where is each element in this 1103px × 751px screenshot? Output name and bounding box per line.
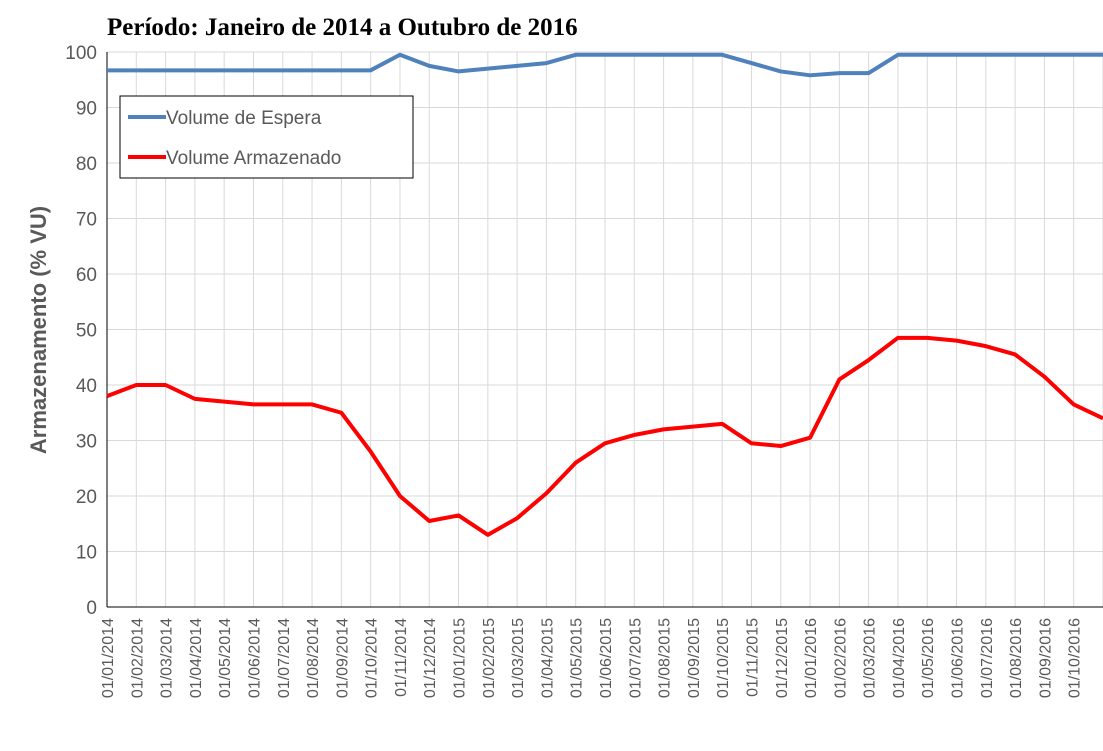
y-tick-label: 80 <box>76 154 97 175</box>
y-tick-label: 60 <box>76 265 97 286</box>
x-tick-label: 01/12/2015 <box>774 618 791 698</box>
x-tick-label: 01/12/2014 <box>422 618 439 698</box>
x-tick-label: 01/09/2014 <box>334 618 351 698</box>
x-tick-label: 01/06/2014 <box>246 618 263 698</box>
y-tick-label: 30 <box>76 432 97 453</box>
y-tick-label: 20 <box>76 487 97 508</box>
y-tick-label: 10 <box>76 543 97 564</box>
x-tick-label: 01/07/2016 <box>979 618 996 698</box>
x-tick-label: 01/10/2016 <box>1067 618 1084 698</box>
x-tick-label: 01/07/2015 <box>627 618 644 698</box>
x-tick-label: 01/02/2015 <box>481 618 498 698</box>
x-tick-label: 01/02/2016 <box>832 618 849 698</box>
x-tick-label: 01/11/2014 <box>393 618 410 697</box>
x-tick-label: 01/05/2016 <box>920 618 937 698</box>
x-tick-label: 01/06/2015 <box>598 618 615 698</box>
legend-label: Volume Armazenado <box>166 148 341 169</box>
x-tick-label: 01/05/2014 <box>217 618 234 698</box>
x-tick-label: 01/03/2015 <box>510 618 527 698</box>
y-axis-label: Armazenamento (% VU) <box>26 206 51 454</box>
x-tick-label: 01/08/2015 <box>657 618 674 698</box>
x-tick-label: 01/08/2014 <box>305 618 322 698</box>
y-tick-label: 50 <box>76 321 97 342</box>
x-tick-label: 01/01/2014 <box>100 618 117 698</box>
x-tick-label: 01/03/2016 <box>862 618 879 698</box>
x-tick-label: 01/04/2015 <box>539 618 556 698</box>
x-tick-label: 01/08/2016 <box>1008 618 1025 698</box>
x-tick-label: 01/01/2016 <box>803 618 820 698</box>
x-tick-label: 01/09/2015 <box>686 618 703 698</box>
x-tick-label: 01/04/2014 <box>188 618 205 698</box>
y-tick-label: 0 <box>86 598 97 619</box>
x-tick-label: 01/10/2015 <box>715 618 732 698</box>
x-tick-label: 01/09/2016 <box>1037 618 1054 698</box>
line-series <box>107 52 1103 78</box>
chart-title: Período: Janeiro de 2014 a Outubro de 20… <box>107 14 578 41</box>
y-tick-label: 70 <box>76 210 97 231</box>
x-tick-label: 01/07/2014 <box>276 618 293 698</box>
x-tick-label: 01/06/2016 <box>950 618 967 698</box>
legend-label: Volume de Espera <box>166 108 322 129</box>
x-tick-label: 01/01/2015 <box>452 618 469 698</box>
x-tick-label: 01/04/2016 <box>891 618 908 698</box>
x-tick-label: 01/02/2014 <box>129 618 146 698</box>
x-tick-label: 01/03/2014 <box>159 618 176 698</box>
legend-box <box>119 95 414 179</box>
y-tick-label: 40 <box>76 376 97 397</box>
line-series <box>106 335 1103 537</box>
x-tick-label: 01/05/2015 <box>569 618 586 698</box>
x-tick-label: 01/11/2015 <box>744 618 761 697</box>
y-tick-label: 90 <box>76 99 97 120</box>
y-tick-label: 100 <box>65 43 97 64</box>
x-tick-label: 01/10/2014 <box>364 618 381 698</box>
